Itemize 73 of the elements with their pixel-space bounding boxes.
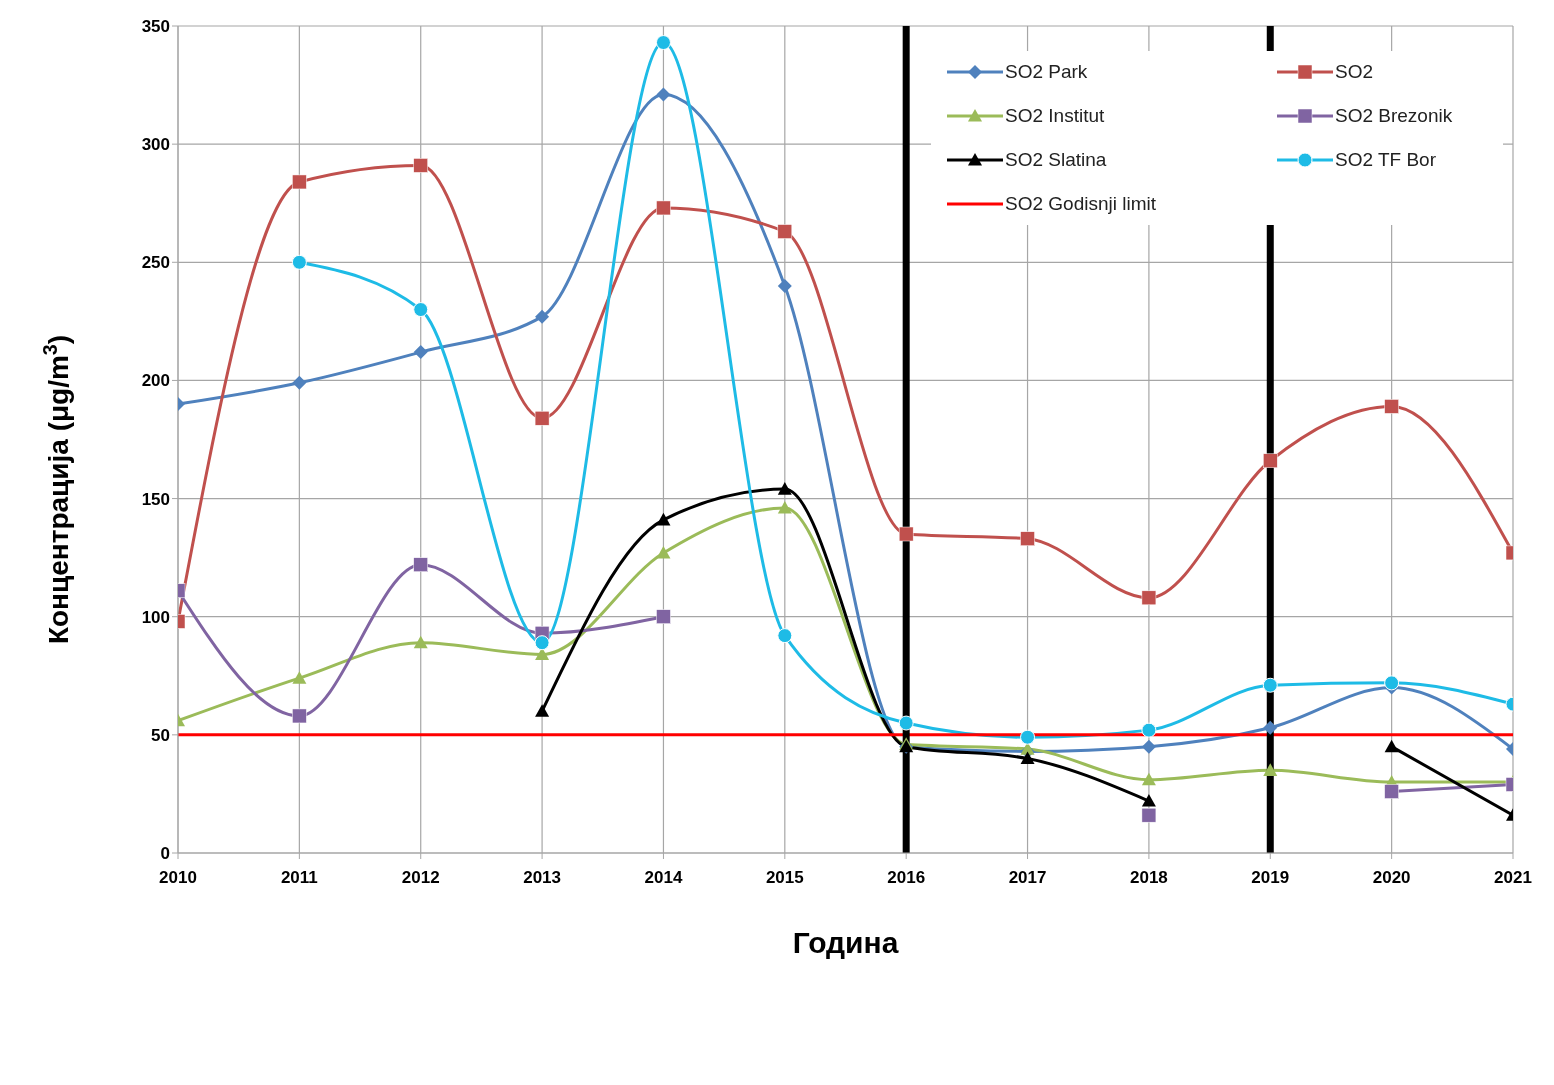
- point: [656, 87, 671, 102]
- x-tick-label: 2014: [644, 868, 683, 888]
- legend-label: SO2 Slatina: [1005, 149, 1107, 171]
- x-axis-title: Година: [792, 926, 899, 959]
- point: [1263, 720, 1278, 735]
- x-tick-label: 2017: [1008, 868, 1047, 888]
- point: [1262, 677, 1278, 693]
- y-tick-label: 150: [141, 489, 170, 509]
- point: [777, 482, 792, 495]
- point: [534, 410, 550, 426]
- point: [777, 224, 793, 239]
- legend-label: SO2 Institut: [1005, 105, 1105, 127]
- legend-label: SO2 TF Bor: [1335, 149, 1437, 171]
- point: [777, 278, 792, 293]
- x-tick-label: 2015: [765, 868, 804, 888]
- point: [656, 609, 671, 624]
- point: [413, 635, 428, 649]
- point: [292, 375, 307, 390]
- point: [898, 715, 914, 731]
- point: [655, 35, 671, 51]
- x-tick-label: 2016: [887, 868, 926, 888]
- point: [292, 671, 307, 684]
- point: [656, 512, 671, 526]
- point: [1141, 739, 1156, 754]
- point: [1384, 675, 1400, 691]
- point: [1020, 531, 1035, 546]
- y-tick-label: 350: [141, 17, 170, 37]
- point: [1384, 399, 1399, 414]
- x-tick-label: 2010: [159, 868, 197, 888]
- point: [656, 545, 671, 559]
- legend-label: SO2: [1335, 61, 1374, 83]
- y-tick-label: 250: [141, 253, 170, 273]
- point: [292, 174, 307, 190]
- point: [535, 309, 550, 324]
- y-tick-label: 300: [141, 135, 170, 155]
- x-tick-label: 2019: [1251, 868, 1290, 888]
- point: [292, 708, 307, 724]
- point: [1263, 453, 1278, 469]
- point: [1141, 794, 1156, 807]
- point: [1141, 590, 1157, 606]
- point: [1020, 751, 1035, 765]
- point: [1141, 722, 1157, 738]
- x-tick-label: 2013: [523, 868, 561, 888]
- point: [291, 254, 307, 270]
- point: [535, 647, 550, 661]
- point: [413, 302, 429, 318]
- point: [1141, 772, 1156, 786]
- x-tick-label: 2018: [1129, 868, 1168, 888]
- point: [1384, 739, 1399, 753]
- point: [1384, 784, 1399, 799]
- legend-label: SO2 Park: [1005, 61, 1088, 83]
- legend-label: SO2 Brezonik: [1335, 105, 1453, 127]
- point: [413, 158, 428, 173]
- x-tick-label: 2021: [1494, 868, 1532, 888]
- point: [534, 635, 550, 651]
- y-tick-label: 100: [141, 607, 170, 627]
- point: [898, 526, 914, 542]
- point: [1020, 729, 1036, 745]
- point: [777, 501, 792, 514]
- point: [777, 628, 793, 644]
- point: [656, 200, 671, 216]
- y-tick-label: 0: [160, 844, 170, 864]
- legend-label: SO2 Godisnji limit: [1005, 193, 1156, 215]
- point: [535, 704, 550, 717]
- y-tick-label: 50: [151, 725, 170, 745]
- point: [1263, 763, 1278, 776]
- point: [413, 557, 428, 572]
- x-tick-label: 2012: [401, 868, 440, 888]
- point: [413, 345, 428, 360]
- point: [1141, 807, 1157, 823]
- x-tick-label: 2011: [280, 868, 318, 888]
- x-tick-label: 2020: [1372, 868, 1411, 888]
- y-tick-label: 200: [141, 371, 170, 391]
